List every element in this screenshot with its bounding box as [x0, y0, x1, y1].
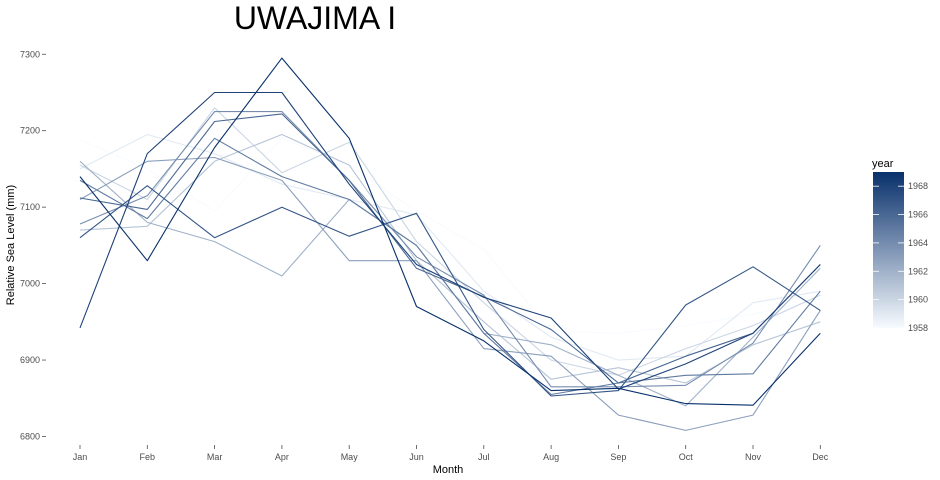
legend-tick-label: 1958 [908, 323, 928, 333]
legend-tick-label: 1960 [908, 295, 928, 305]
legend-tick-label: 1966 [908, 210, 928, 220]
x-tick-label: Oct [679, 452, 694, 462]
legend-tick-label: 1964 [908, 238, 928, 248]
series-line-1963 [79, 156, 821, 431]
legend-ticks: 1958 1960 1962 1964 1966 1968 [873, 181, 928, 333]
series-line-1959 [79, 133, 821, 361]
series-line-1966 [79, 113, 821, 384]
x-axis: Jan Feb Mar Apr May Jun Jul Aug Sep Oct Nov Dec [73, 445, 829, 462]
y-tick-label: 7200 [20, 126, 40, 136]
series-line-1958 [79, 137, 821, 334]
x-tick-label: Aug [543, 452, 559, 462]
y-tick-label: 7300 [20, 49, 40, 59]
series-line-1969 [79, 57, 821, 406]
legend: year 1958 1960 1962 1964 1966 1968 [872, 158, 928, 333]
series-line-1968 [79, 91, 821, 390]
chart-title: UWAJIMA I [234, 0, 396, 36]
y-tick-label: 6800 [20, 432, 40, 442]
x-tick-label: Dec [812, 452, 829, 462]
x-tick-label: Jun [409, 452, 424, 462]
series-line-1967 [79, 185, 821, 397]
legend-title: year [872, 158, 894, 170]
x-tick-label: Jan [73, 452, 88, 462]
y-axis: 6800 6900 7000 7100 7200 7300 [20, 49, 46, 442]
x-tick-label: May [341, 452, 359, 462]
legend-tick-label: 1962 [908, 266, 928, 276]
series-line-1961 [79, 133, 821, 384]
series-line-1964 [79, 111, 821, 388]
legend-colorbar [873, 172, 904, 328]
x-axis-title: Month [433, 464, 464, 476]
y-tick-label: 7000 [20, 279, 40, 289]
series-line-1965 [79, 137, 821, 396]
y-tick-label: 7100 [20, 202, 40, 212]
x-tick-label: Sep [610, 452, 626, 462]
series-line-1960 [79, 107, 821, 376]
series-lines [79, 57, 821, 431]
y-axis-title: Relative Sea Level (mm) [5, 185, 17, 305]
x-tick-label: Apr [275, 452, 289, 462]
legend-tick-label: 1968 [908, 181, 928, 191]
x-tick-label: Nov [745, 452, 762, 462]
x-tick-label: Feb [140, 452, 156, 462]
y-tick-label: 6900 [20, 355, 40, 365]
x-tick-label: Jul [478, 452, 490, 462]
x-tick-label: Mar [207, 452, 223, 462]
